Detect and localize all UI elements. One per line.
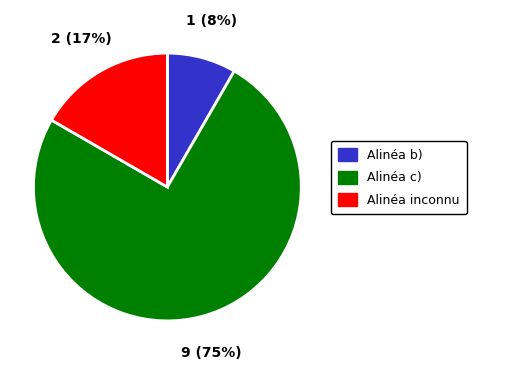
Wedge shape (167, 53, 234, 187)
Legend: Alinéa b), Alinéa c), Alinéa inconnu: Alinéa b), Alinéa c), Alinéa inconnu (331, 141, 467, 214)
Text: 9 (75%): 9 (75%) (181, 346, 242, 359)
Wedge shape (33, 71, 301, 321)
Text: 2 (17%): 2 (17%) (52, 31, 112, 46)
Wedge shape (52, 53, 167, 187)
Text: 1 (8%): 1 (8%) (186, 15, 237, 28)
